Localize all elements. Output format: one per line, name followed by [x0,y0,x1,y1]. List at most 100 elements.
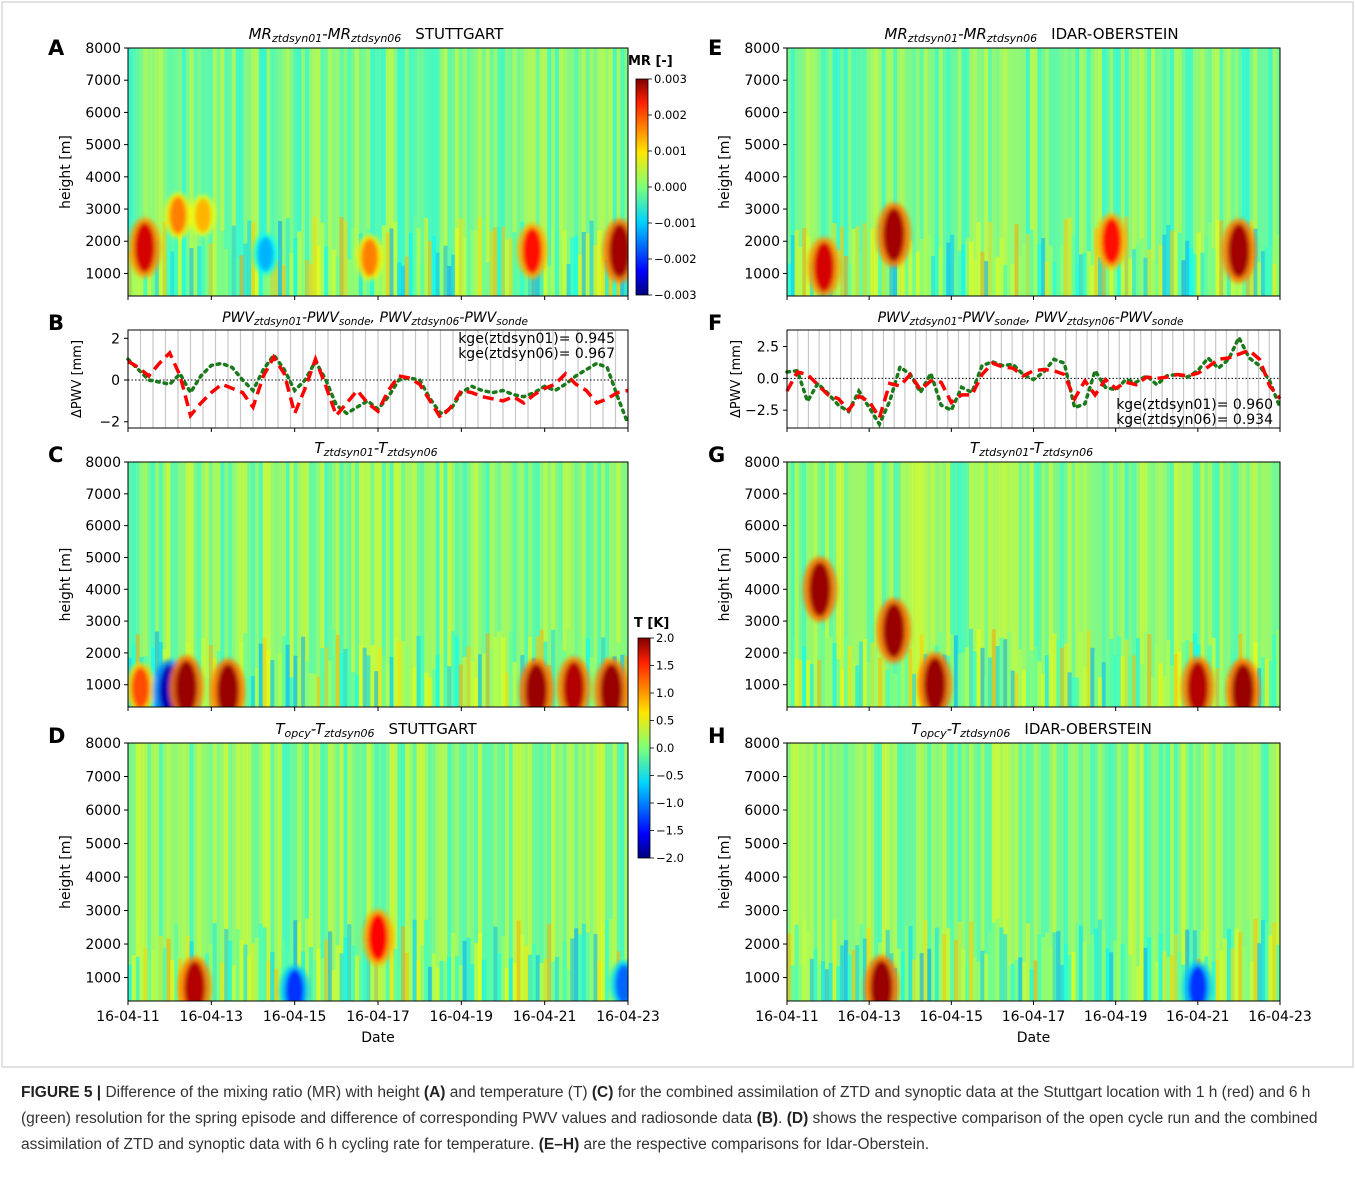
y-tick-label: 7000 [85,487,121,503]
heatmap-column [790,462,796,707]
x-tick-label: 16-04-21 [1166,1009,1230,1025]
pwv-title-part-sub_c: ztdsyn06 [410,316,459,328]
heatmap-low-column [999,237,1004,296]
heatmap-column [946,48,951,296]
heatmap-column [931,462,936,707]
heatmap-column [558,743,564,1001]
heatmap-column [893,48,898,296]
heatmap-column [802,48,807,296]
heatmap-column [274,743,279,1001]
heatmap-column [531,48,537,296]
heatmap-low-column [1215,668,1220,707]
heatmap-column [919,743,925,1001]
heatmap-low-column [466,241,471,296]
heatmap-low-column [809,664,815,707]
heatmap-column [1132,48,1137,296]
x-tick-label: 16-04-15 [920,1009,984,1025]
heatmap-low-column [851,660,856,707]
heatmap-column [1109,48,1114,296]
heatmap-low-column [166,224,171,296]
heatmap-column [851,462,856,707]
heatmap-column [889,743,894,1001]
heatmap-low-column [1071,235,1076,296]
heatmap-low-column [331,630,337,707]
heatmap-column [608,743,614,1001]
heatmap-column [1063,743,1069,1001]
heatmap-low-column [984,261,989,296]
heatmap-low-column [866,927,871,1001]
heatmap-column [297,462,302,707]
heatmap-column [539,743,544,1001]
heatmap-column [1249,462,1255,707]
heatmap-column [431,48,437,296]
heatmap-low-column [443,961,448,1001]
heatmap-column [231,462,237,707]
heatmap-low-column [412,216,417,296]
heatmap-low-column [254,667,260,707]
heatmap-column [840,48,845,296]
heatmap-column [1170,48,1175,296]
heatmap-low-column [251,943,256,1001]
heatmap-column [855,743,860,1001]
heatmap-low-column [802,228,807,296]
heatmap-column [942,743,947,1001]
heatmap-low-column [362,647,367,707]
heatmap-low-column [1154,962,1160,1001]
heatmap-low-column [231,965,237,1001]
heatmap-column [1079,48,1084,296]
heatmap-low-column [988,657,993,707]
heatmap-hotspots [864,955,1213,1001]
heatmap-column [1048,48,1054,296]
heatmap-low-column [1052,932,1057,1001]
heatmap-low-column [212,234,217,296]
heatmap-column [174,462,179,707]
heatmap-low-column [1238,932,1243,1001]
heatmap-column [1060,743,1065,1001]
heatmap-low-column [969,921,974,1001]
heatmap-column [612,743,617,1001]
panel-letter: B [48,311,64,335]
heatmap-low-column [1226,928,1232,1001]
heatmap-low-column [1272,635,1277,707]
heatmap-low-column [570,237,575,296]
heatmap-column [953,743,959,1001]
heatmap-column [135,48,141,296]
y-tick-label: 6000 [744,105,780,121]
heatmap-column [385,48,391,296]
heatmap-low-column [1075,922,1080,1001]
heatmap-column [874,48,879,296]
heatmap-column [443,48,448,296]
heatmap-low-column [1185,929,1190,1001]
heatmap-column [1029,48,1035,296]
heatmap-column [604,743,610,1001]
heatmap-low-column [855,945,860,1001]
heatmap-low-column [428,966,433,1001]
heatmap-low-column [566,264,571,296]
heatmap-low-column [984,677,989,707]
heatmap-column [335,743,341,1001]
heatmap-column [508,462,514,707]
heatmap-column [397,48,402,296]
heatmap-column [297,743,302,1001]
heatmap-column [1261,48,1266,296]
heatmap-column [1268,462,1273,707]
heatmap-column [331,48,337,296]
heatmap-low-column [908,240,913,296]
heatmap-column [1223,462,1228,707]
heatmap-column [1207,48,1213,296]
heatmap-column [135,462,141,707]
heatmap-low-column [969,628,974,707]
heatmap-low-column [258,262,264,296]
heatmap-low-column [946,928,951,1001]
heatmap-low-column [281,635,287,707]
heatmap-column [439,743,444,1001]
heatmap-column [570,48,575,296]
heatmap-column [866,743,871,1001]
heatmap-column [147,462,152,707]
y-tick-label: 3000 [744,614,780,630]
heatmap-low-column [462,237,467,296]
heatmap-hotspot [525,664,548,707]
title-part-title_mid: -T [1029,439,1044,457]
heatmap-low-column [270,254,275,296]
